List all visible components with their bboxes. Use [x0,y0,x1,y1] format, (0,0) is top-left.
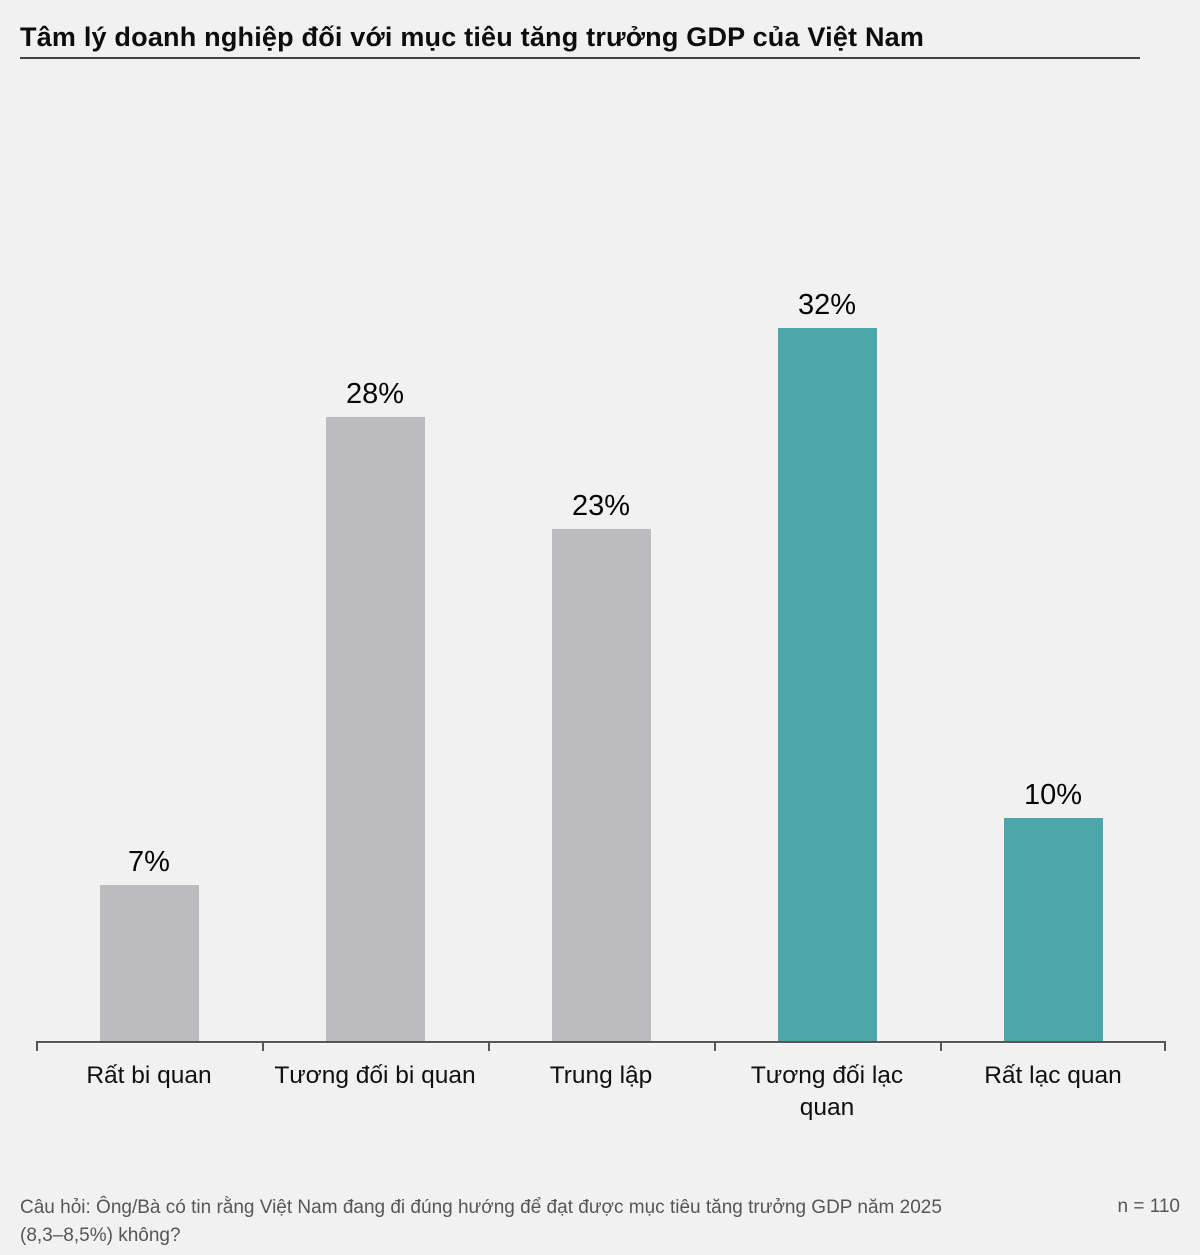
x-axis-labels: Rất bi quan Tương đối bi quan Trung lập Tươ… [36,1060,1166,1124]
x-axis-tick [36,1041,38,1051]
x-axis-tick [940,1041,942,1051]
x-axis-tick [488,1041,490,1051]
x-axis-category-label: Tương đối lạc quan [750,1062,904,1121]
sample-size: n = 110 [1117,1196,1180,1217]
x-axis-tick [1164,1041,1166,1051]
x-axis-tick [262,1041,264,1051]
bar-chart-plot-area: 7% 28% 23% 32% 10% [36,255,1166,1041]
bar-column: 28% [262,255,488,1041]
source-note-line2: (8,3–8,5%) không? [20,1225,181,1246]
source-note: Câu hỏi: Ông/Bà có tin rằng Việt Nam đan… [20,1194,980,1250]
x-axis-category-label: Trung lập [549,1062,653,1089]
x-axis-category-label: Tương đối bi quan [274,1062,476,1089]
x-axis-line [36,1041,1166,1043]
bar-value-label: 23% [571,490,631,522]
bar-column: 23% [488,255,714,1041]
bar-value-label: 32% [797,289,857,321]
x-axis-category-label: Rất bi quan [86,1062,212,1089]
bar-value-label: 10% [1023,779,1083,811]
bar [99,885,199,1041]
bar [325,417,425,1041]
source-note-line1: Câu hỏi: Ông/Bà có tin rằng Việt Nam đan… [20,1197,942,1218]
bar-column: 10% [940,255,1166,1041]
bar-column: 32% [714,255,940,1041]
bar [777,328,877,1041]
title-underline [20,57,1140,59]
x-axis-category-label: Rất lạc quan [984,1062,1122,1089]
bar-value-label: 28% [345,378,405,410]
bar [1003,818,1103,1041]
bar-value-label: 7% [128,846,170,878]
page-title: Tâm lý doanh nghiệp đối với mục tiêu tăn… [20,22,925,52]
bar [551,529,651,1041]
bar-column: 7% [36,255,262,1041]
x-axis-tick [714,1041,716,1051]
x-axis-ticks [36,1041,1166,1051]
